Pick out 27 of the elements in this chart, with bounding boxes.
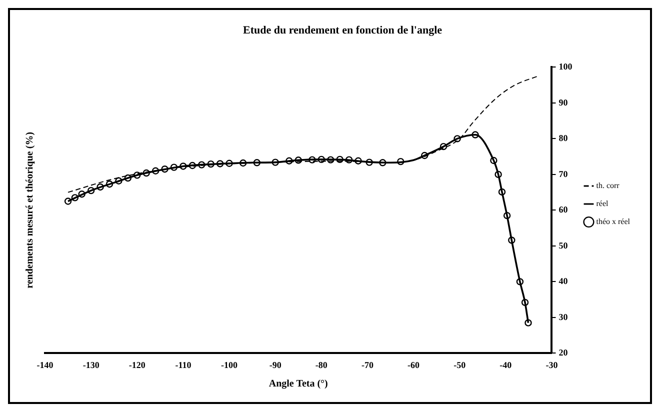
y-axis-title: rendements mesuré et théorique (%) — [24, 132, 36, 288]
y-tick-label: 50 — [558, 240, 568, 250]
y-tick-label: 100 — [558, 62, 573, 72]
x-tick-label: -120 — [128, 360, 146, 370]
legend-label: réel — [596, 199, 610, 208]
x-tick-label: -80 — [315, 360, 328, 370]
y-tick-label: 90 — [558, 97, 568, 108]
y-tick-label: 70 — [558, 168, 568, 179]
y-tick-label: 40 — [558, 276, 568, 286]
y-tick-label: 20 — [558, 348, 568, 358]
x-tick-label: -100 — [221, 360, 238, 370]
y-tick-label: 30 — [558, 312, 568, 322]
x-tick-label: -110 — [175, 360, 192, 370]
x-tick-label: -130 — [82, 360, 100, 370]
x-axis-title: Angle Teta (°) — [268, 378, 328, 390]
x-tick-label: -50 — [454, 360, 466, 370]
x-tick-label: -70 — [361, 360, 374, 370]
legend-label: th. corr — [596, 181, 620, 190]
chart-title: Etude du rendement en fonction de l'angle — [242, 24, 442, 36]
x-tick-label: -40 — [500, 360, 512, 370]
y-tick-label: 80 — [558, 133, 568, 144]
legend-label: théo x réel — [596, 217, 631, 226]
y-tick-label: 60 — [558, 204, 568, 215]
x-tick-label: -90 — [269, 360, 282, 370]
x-tick-label: -140 — [36, 360, 54, 370]
x-tick-label: -60 — [408, 360, 420, 370]
x-tick-label: -30 — [546, 360, 558, 370]
